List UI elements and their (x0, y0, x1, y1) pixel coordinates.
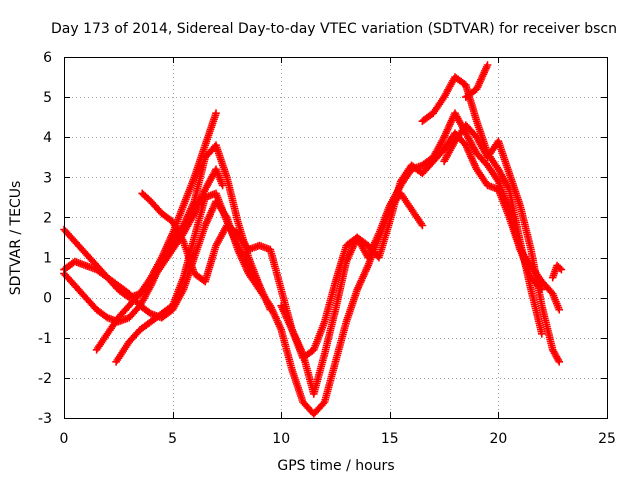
x-tick-label: 0 (60, 431, 69, 447)
series-arc-9 (462, 61, 492, 101)
plot-frame (64, 57, 608, 419)
y-tick-label: -2 (38, 371, 52, 387)
y-tick-label: 6 (43, 50, 52, 66)
series-arc-5 (112, 189, 275, 366)
data-point (212, 109, 220, 117)
y-tick-label: 5 (43, 90, 52, 106)
y-tick-label: -1 (38, 331, 52, 347)
data-point (266, 305, 275, 314)
x-tick-label: 20 (489, 431, 507, 447)
series-arc-4 (92, 109, 220, 354)
data-point (555, 305, 563, 314)
series-arc-11 (548, 261, 566, 282)
x-tick-label: 25 (598, 431, 616, 447)
data-point (483, 61, 492, 69)
y-tick-label: 4 (43, 130, 52, 146)
y-tick-label: 0 (43, 291, 52, 307)
series-arc-2 (60, 189, 427, 418)
series-arc-7 (277, 129, 563, 398)
data-point (538, 330, 546, 338)
series-arc-10 (440, 121, 563, 366)
y-axis-label: SDTVAR / TECUs (8, 181, 24, 296)
data-point (555, 358, 563, 366)
chart-title: Day 173 of 2014, Sidereal Day-to-day VTE… (51, 21, 617, 37)
x-tick-label: 15 (381, 431, 399, 447)
data-marks (60, 61, 566, 418)
data-point (418, 221, 427, 230)
x-tick-labels: 0 5 10 15 20 25 (60, 431, 616, 447)
data-point (557, 265, 566, 274)
series-arc-8 (418, 73, 546, 338)
x-tick-label: 5 (168, 431, 177, 447)
y-tick-label: 1 (43, 251, 52, 267)
y-tick-label: 3 (43, 170, 52, 186)
y-tick-label: -3 (38, 411, 52, 427)
data-point (218, 181, 227, 190)
y-tick-labels: -3 -2 -1 0 1 2 3 4 5 6 (38, 50, 52, 427)
y-tick-label: 2 (43, 210, 52, 226)
x-tick-label: 10 (272, 431, 290, 447)
x-axis-label: GPS time / hours (277, 458, 394, 474)
